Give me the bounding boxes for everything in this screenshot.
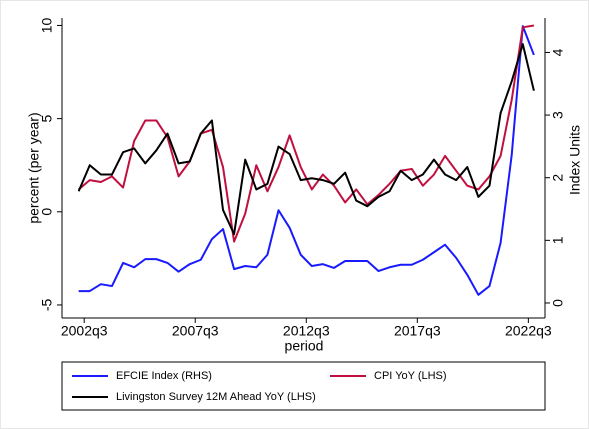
x-tick-label: 2002q3 bbox=[61, 323, 108, 339]
x-tick-label: 2017q3 bbox=[394, 323, 441, 339]
x-tick-label: 2012q3 bbox=[283, 323, 330, 339]
y-axis-title: percent (per year) bbox=[26, 112, 42, 223]
x-axis-title: period bbox=[285, 338, 324, 354]
y2-tick-label: 0 bbox=[550, 299, 566, 307]
x-tick-label: 2022q3 bbox=[505, 323, 552, 339]
legend-label: EFCIE Index (RHS) bbox=[116, 370, 212, 382]
y2-axis-title: Index Units bbox=[567, 125, 583, 195]
y-tick-label: 10 bbox=[39, 17, 55, 33]
series-line bbox=[77, 43, 535, 236]
series-line bbox=[78, 25, 535, 296]
x-tick-label: 2007q3 bbox=[172, 323, 219, 339]
y2-tick-label: 4 bbox=[550, 48, 566, 56]
legend-label: Livingston Survey 12M Ahead YoY (LHS) bbox=[116, 391, 316, 403]
y2-tick-label: 2 bbox=[550, 174, 566, 182]
y2-tick-label: 3 bbox=[550, 111, 566, 119]
y-tick-label: -5 bbox=[39, 299, 55, 312]
legend-box bbox=[61, 361, 546, 411]
y-tick-label: 5 bbox=[39, 115, 55, 123]
y-tick-label: 0 bbox=[39, 208, 55, 216]
legend-label: CPI YoY (LHS) bbox=[374, 370, 447, 382]
y2-tick-label: 1 bbox=[550, 236, 566, 244]
